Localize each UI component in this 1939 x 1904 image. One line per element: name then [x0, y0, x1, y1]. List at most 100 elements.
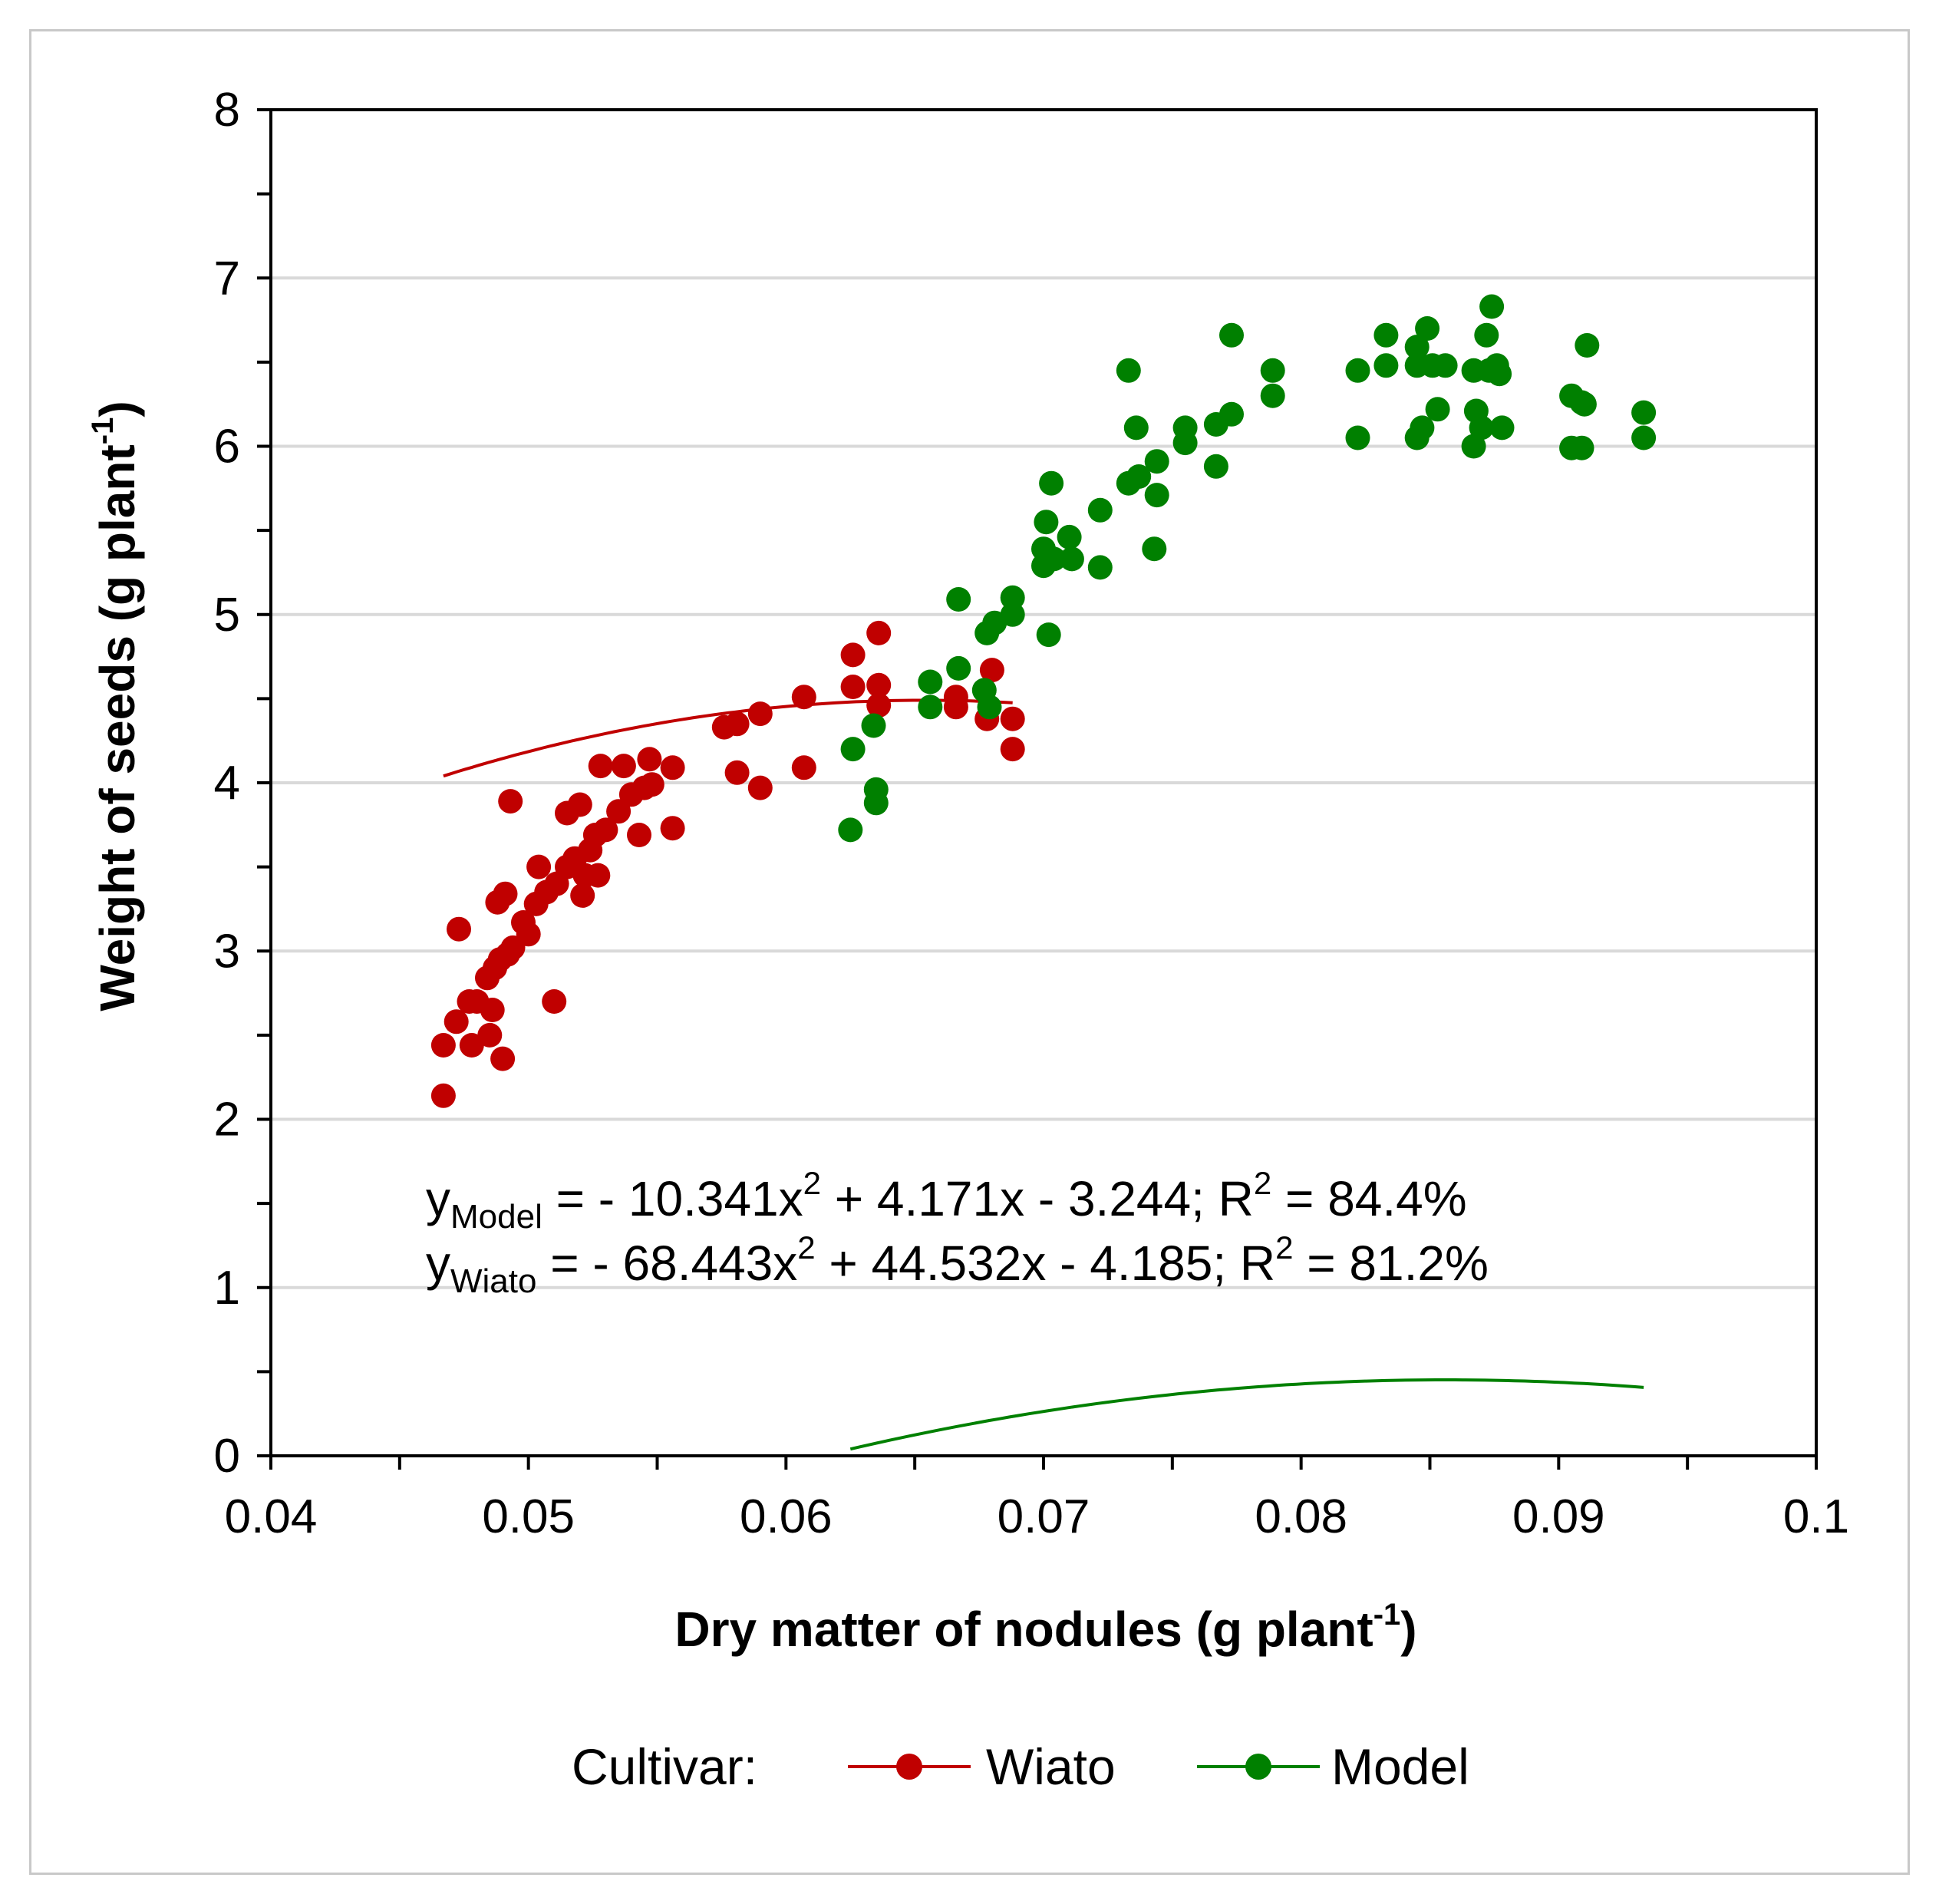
y-tick-label-6: 6 — [214, 421, 240, 474]
point-model-38 — [1260, 358, 1285, 383]
point-model-28 — [1126, 464, 1152, 489]
point-model-61 — [1489, 415, 1515, 441]
equation-model: yModel = - 10.341x2 + 4.171x - 3.244; R2… — [426, 1165, 1467, 1236]
point-wiato-55 — [866, 672, 892, 698]
legend-wiato-label: Wiato — [986, 1738, 1116, 1795]
point-model-36 — [1219, 401, 1244, 427]
regression-equations: yModel = - 10.341x2 + 4.171x - 3.244; R2… — [426, 1165, 1489, 1300]
y-tick-label-7: 7 — [214, 252, 240, 305]
point-model-39 — [1260, 383, 1285, 408]
point-wiato-29 — [570, 883, 595, 908]
point-model-40 — [1345, 358, 1370, 383]
point-model-66 — [1571, 391, 1597, 417]
point-wiato-35 — [593, 817, 618, 843]
point-model-30 — [1144, 449, 1169, 474]
point-wiato-8 — [477, 1022, 503, 1048]
point-model-0 — [838, 817, 863, 843]
point-model-48 — [1415, 316, 1440, 341]
point-model-13 — [1000, 585, 1025, 610]
point-model-2 — [861, 713, 886, 738]
point-model-29 — [1142, 536, 1167, 562]
point-wiato-5 — [459, 1033, 484, 1058]
y-tick-label-3: 3 — [214, 925, 240, 978]
x-tick-label-4: 0.08 — [1255, 1490, 1347, 1543]
point-model-14 — [1000, 602, 1025, 627]
data-points — [430, 294, 1657, 1108]
point-wiato-19 — [516, 922, 541, 947]
point-model-67 — [1575, 333, 1600, 358]
point-wiato-39 — [627, 823, 651, 847]
point-wiato-53 — [840, 642, 866, 668]
x-tick-label-0: 0.04 — [225, 1490, 318, 1543]
point-model-21 — [1057, 524, 1082, 549]
point-model-60 — [1487, 361, 1512, 387]
gridlines — [271, 108, 1816, 1289]
point-model-58 — [1479, 294, 1505, 319]
point-wiato-47 — [724, 760, 750, 785]
point-model-65 — [1569, 435, 1594, 460]
point-model-7 — [946, 655, 971, 681]
y-tick-label-2: 2 — [214, 1094, 240, 1147]
point-model-22 — [1059, 546, 1084, 572]
point-wiato-58 — [943, 695, 968, 720]
point-wiato-42 — [639, 772, 664, 797]
y-tick-label-5: 5 — [214, 589, 240, 642]
y-tick-label-8: 8 — [214, 84, 240, 137]
point-model-19 — [1039, 470, 1064, 496]
point-wiato-1 — [430, 1033, 456, 1058]
point-wiato-9 — [480, 998, 505, 1022]
point-wiato-51 — [791, 755, 816, 780]
point-wiato-23 — [542, 989, 567, 1014]
y-axis-title: Weight of seeds (g plant-1) — [86, 401, 145, 1011]
x-tick-label-5: 0.09 — [1512, 1490, 1605, 1543]
point-model-44 — [1404, 335, 1430, 360]
point-wiato-50 — [791, 685, 816, 710]
equation-wiato: yWiato = - 68.443x2 + 44.532x - 4.185; R… — [426, 1229, 1489, 1300]
point-model-20 — [1041, 546, 1067, 572]
point-wiato-44 — [660, 816, 685, 841]
point-wiato-49 — [747, 775, 773, 800]
point-model-51 — [1433, 353, 1458, 378]
point-model-11 — [977, 695, 1002, 720]
point-model-53 — [1461, 434, 1486, 459]
fit-line-model — [849, 1378, 1644, 1451]
point-model-41 — [1345, 425, 1370, 450]
x-tick-label-2: 0.06 — [740, 1490, 833, 1543]
legend-wiato-marker — [896, 1754, 922, 1780]
point-model-37 — [1219, 322, 1244, 348]
point-model-5 — [918, 669, 943, 695]
point-wiato-3 — [447, 916, 471, 942]
point-wiato-13 — [490, 1046, 516, 1071]
point-model-18 — [1036, 622, 1061, 648]
point-wiato-61 — [1000, 706, 1025, 731]
point-model-26 — [1116, 358, 1141, 383]
legend-model-marker — [1245, 1754, 1271, 1780]
point-wiato-28 — [567, 792, 592, 817]
fit-curves — [443, 698, 1644, 1451]
x-tick-label-1: 0.05 — [482, 1490, 575, 1543]
y-tick-label-4: 4 — [214, 757, 240, 810]
point-wiato-36 — [606, 799, 631, 824]
point-wiato-52 — [840, 675, 866, 699]
x-tick-label-3: 0.07 — [998, 1490, 1090, 1543]
y-tick-label-0: 0 — [214, 1430, 240, 1483]
point-wiato-43 — [660, 755, 685, 780]
point-model-50 — [1425, 397, 1450, 422]
point-model-56 — [1474, 322, 1499, 348]
point-wiato-54 — [866, 620, 892, 645]
point-model-68 — [1631, 400, 1657, 425]
point-model-35 — [1203, 454, 1228, 479]
y-tick-label-1: 1 — [214, 1262, 240, 1315]
point-model-17 — [1034, 510, 1059, 535]
point-wiato-56 — [866, 693, 892, 718]
point-wiato-37 — [611, 754, 636, 779]
point-wiato-41 — [637, 747, 662, 772]
fit-line-wiato — [443, 698, 1013, 778]
point-model-33 — [1172, 415, 1198, 441]
point-model-1 — [840, 737, 866, 762]
legend-title: Cultivar: — [572, 1738, 757, 1795]
point-model-24 — [1087, 497, 1113, 523]
legend-model-label: Model — [1331, 1738, 1469, 1795]
point-model-8 — [946, 587, 971, 612]
